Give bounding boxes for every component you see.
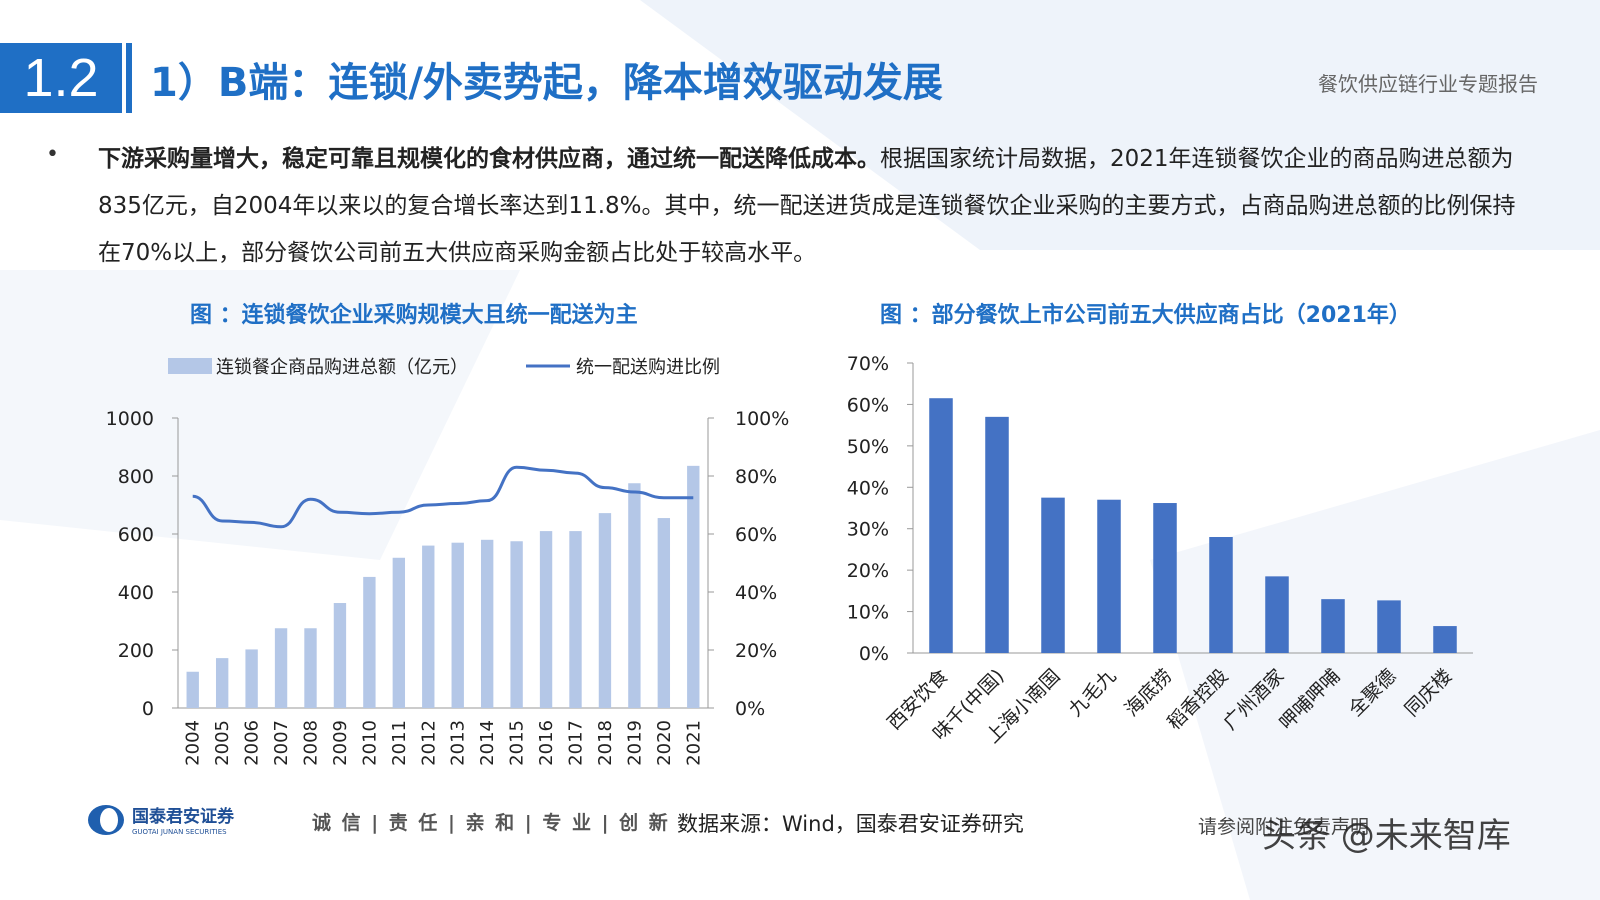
chart1-x-tick-label: 2019: [624, 720, 645, 766]
chart2-bar: [929, 398, 953, 653]
company-name: 国泰君安证券: [132, 806, 235, 827]
chart1-bar: [451, 542, 464, 708]
page-title: 1）B端：连锁/外卖势起，降本增效驱动发展: [150, 60, 943, 106]
chart1-bar: [186, 671, 199, 708]
chart1-bar: [215, 658, 229, 708]
chart1-bar: [657, 518, 671, 708]
bullet-paragraph: 下游采购量增大，稳定可靠且规模化的食材供应商，通过统一配送降低成本。根据国家统计…: [98, 136, 1528, 277]
chart1-left-tick-label: 600: [118, 524, 154, 546]
disclaimer-link[interactable]: 请参阅附注免责声明: [1198, 816, 1370, 838]
chart1-x-tick-label: 2013: [448, 720, 469, 766]
chart1-legend-line-label: 统一配送购进比例: [576, 357, 720, 378]
chart2-bar: [985, 416, 1009, 653]
chart1-x-tick-label: 2018: [595, 720, 616, 766]
chart2-y-tick-label: 0%: [859, 643, 889, 665]
chart2-bar: [1097, 499, 1121, 653]
chart1-x-tick-label: 2009: [330, 720, 351, 766]
chart2-x-tick-label: 同庆楼: [1401, 665, 1457, 721]
chart1-bar: [628, 483, 641, 708]
chart2-bar: [1433, 626, 1457, 653]
chart1-x-tick-label: 2017: [566, 720, 587, 766]
report-name: 餐饮供应链行业专题报告: [1318, 72, 1538, 96]
chart2-x-tick-label: 稻香控股: [1163, 665, 1232, 734]
chart1-x-tick-label: 2008: [301, 720, 322, 766]
chart2-x-tick-label: 全聚德: [1345, 665, 1401, 721]
chart1-bar: [480, 539, 494, 708]
chart1-right-tick-label: 100%: [735, 408, 789, 430]
bullet-marker: •: [46, 142, 59, 167]
chart1-x-tick-label: 2016: [536, 720, 557, 766]
chart1-left-tick-label: 200: [118, 640, 154, 662]
chart2-bar: [1265, 576, 1289, 653]
chart1-bar: [569, 531, 582, 708]
bullet-normal-text: 根据国家统计局数据，2021年连锁餐饮企业的商品购进总额为835亿元，自2004…: [98, 146, 1516, 266]
chart2-y-tick-label: 60%: [847, 394, 889, 416]
chart1-x-tick-label: 2004: [183, 720, 204, 766]
chart2-x-tick-label: 广州酒家: [1219, 665, 1288, 734]
chart2-bar: [1377, 600, 1401, 653]
chart2-y-tick-label: 70%: [847, 353, 889, 375]
chart1-x-tick-label: 2011: [389, 720, 410, 766]
chart2-x-tick-label: 呷哺呷哺: [1275, 665, 1344, 734]
chart2-y-tick-label: 10%: [847, 602, 889, 624]
chart2-bar: [1153, 503, 1177, 653]
chart1-legend-bar-swatch: [168, 358, 212, 374]
chart1-legend-bar-label: 连锁餐企商品购进总额（亿元）: [216, 357, 468, 378]
chart1-bar: [598, 513, 612, 708]
chart1-right-tick-label: 20%: [735, 640, 777, 662]
chart1-left-tick-label: 400: [118, 582, 154, 604]
chart2-top5-supplier-share: 0%10%20%30%40%50%60%70% 西安饮食味千(中国)上海小南国九…: [847, 353, 1473, 748]
data-source: 数据来源：Wind，国泰君安证券研究: [677, 812, 1024, 836]
chart1-bar: [333, 603, 347, 708]
chart1-bar: [687, 465, 700, 708]
company-name-en: GUOTAI JUNAN SECURITIES: [132, 828, 227, 836]
chart1-bar: [392, 557, 406, 708]
chart1-title: 图 ：连锁餐饮企业采购规模大且统一配送为主: [190, 303, 638, 328]
chart1-bar: [422, 545, 435, 708]
chart1-right-tick-label: 80%: [735, 466, 777, 488]
chart1-bar: [363, 576, 376, 708]
chart1-x-tick-label: 2010: [359, 720, 380, 766]
chart1-x-tick-label: 2014: [477, 720, 498, 766]
chart1-x-tick-label: 2020: [654, 720, 675, 766]
bullet-bold-text: 下游采购量增大，稳定可靠且规模化的食材供应商，通过统一配送降低成本。: [98, 146, 880, 172]
company-logo: 国泰君安证券 GUOTAI JUNAN SECURITIES: [88, 805, 235, 836]
chart1-bar: [510, 541, 523, 708]
chart1-bar: [539, 531, 553, 708]
chart2-bar: [1209, 537, 1233, 653]
chart1-ratio-line: [192, 465, 694, 529]
chart2-bar: [1321, 599, 1345, 653]
chart2-y-tick-label: 40%: [847, 477, 889, 499]
title-divider: [126, 43, 132, 113]
chart2-y-tick-label: 20%: [847, 560, 889, 582]
chart2-y-tick-label: 50%: [847, 436, 889, 458]
chart1-x-tick-label: 2006: [242, 720, 263, 766]
chart2-y-tick-label: 30%: [847, 519, 889, 541]
company-slogan: 诚 信 | 责 任 | 亲 和 | 专 业 | 创 新: [312, 812, 670, 834]
chart1-x-tick-label: 2021: [683, 720, 704, 766]
chart1-right-tick-label: 0%: [735, 698, 765, 720]
chart1-x-tick-label: 2015: [507, 720, 528, 766]
chart1-x-tick-label: 2012: [418, 720, 439, 766]
chart1-left-tick-label: 800: [118, 466, 154, 488]
chart1-bar: [304, 628, 317, 708]
chart2-bar: [1041, 497, 1065, 653]
section-number-badge: 1.2: [0, 43, 122, 113]
chart1-right-tick-label: 40%: [735, 582, 777, 604]
watermark: 头条 @未来智库: [1262, 816, 1511, 856]
chart1-bar: [274, 628, 288, 708]
chart1-right-tick-label: 60%: [735, 524, 777, 546]
chart2-x-tick-label: 九毛九: [1065, 665, 1121, 721]
chart2-title: 图 ：部分餐饮上市公司前五大供应商占比（2021年）: [880, 303, 1411, 328]
chart1-bar: [245, 649, 258, 708]
chart1-purchase-volume: 连锁餐企商品购进总额（亿元） 统一配送购进比例 0 200 400 600 800 1000…: [106, 357, 790, 766]
chart1-left-tick-label: 1000: [106, 408, 154, 430]
chart1-x-tick-label: 2005: [212, 720, 233, 766]
chart1-x-tick-label: 2007: [271, 720, 292, 766]
chart1-left-tick-label: 0: [142, 698, 154, 720]
